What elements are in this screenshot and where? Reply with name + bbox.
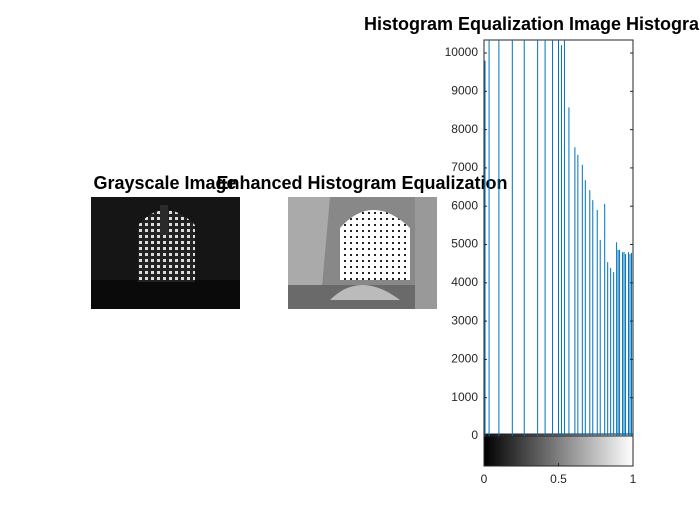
- image-title: Grayscale Image: [93, 173, 236, 193]
- y-tick-label: 9000: [451, 83, 478, 97]
- y-tick-label: 4000: [451, 275, 478, 289]
- y-tick-label: 5000: [451, 237, 478, 251]
- y-tick-label: 7000: [451, 160, 478, 174]
- y-tick-label: 10000: [445, 45, 479, 59]
- y-tick-label: 8000: [451, 122, 478, 136]
- y-tick-label: 0: [471, 428, 478, 442]
- image-grayscale: [91, 197, 240, 309]
- x-tick-label: 1: [630, 472, 637, 486]
- x-tick-label: 0: [481, 472, 488, 486]
- x-tick-label: 0.5: [550, 472, 567, 486]
- histogram-title: Histogram Equalization Image Histogram: [364, 14, 700, 34]
- y-tick-label: 2000: [451, 352, 478, 366]
- colorbar: [483, 433, 634, 467]
- stems: [484, 40, 633, 436]
- y-tick-label: 3000: [451, 313, 478, 327]
- y-tick-label: 1000: [451, 390, 478, 404]
- y-tick-label: 6000: [451, 198, 478, 212]
- image-enhanced: [288, 197, 437, 309]
- image-title: Enhanced Histogram Equalization: [216, 173, 507, 193]
